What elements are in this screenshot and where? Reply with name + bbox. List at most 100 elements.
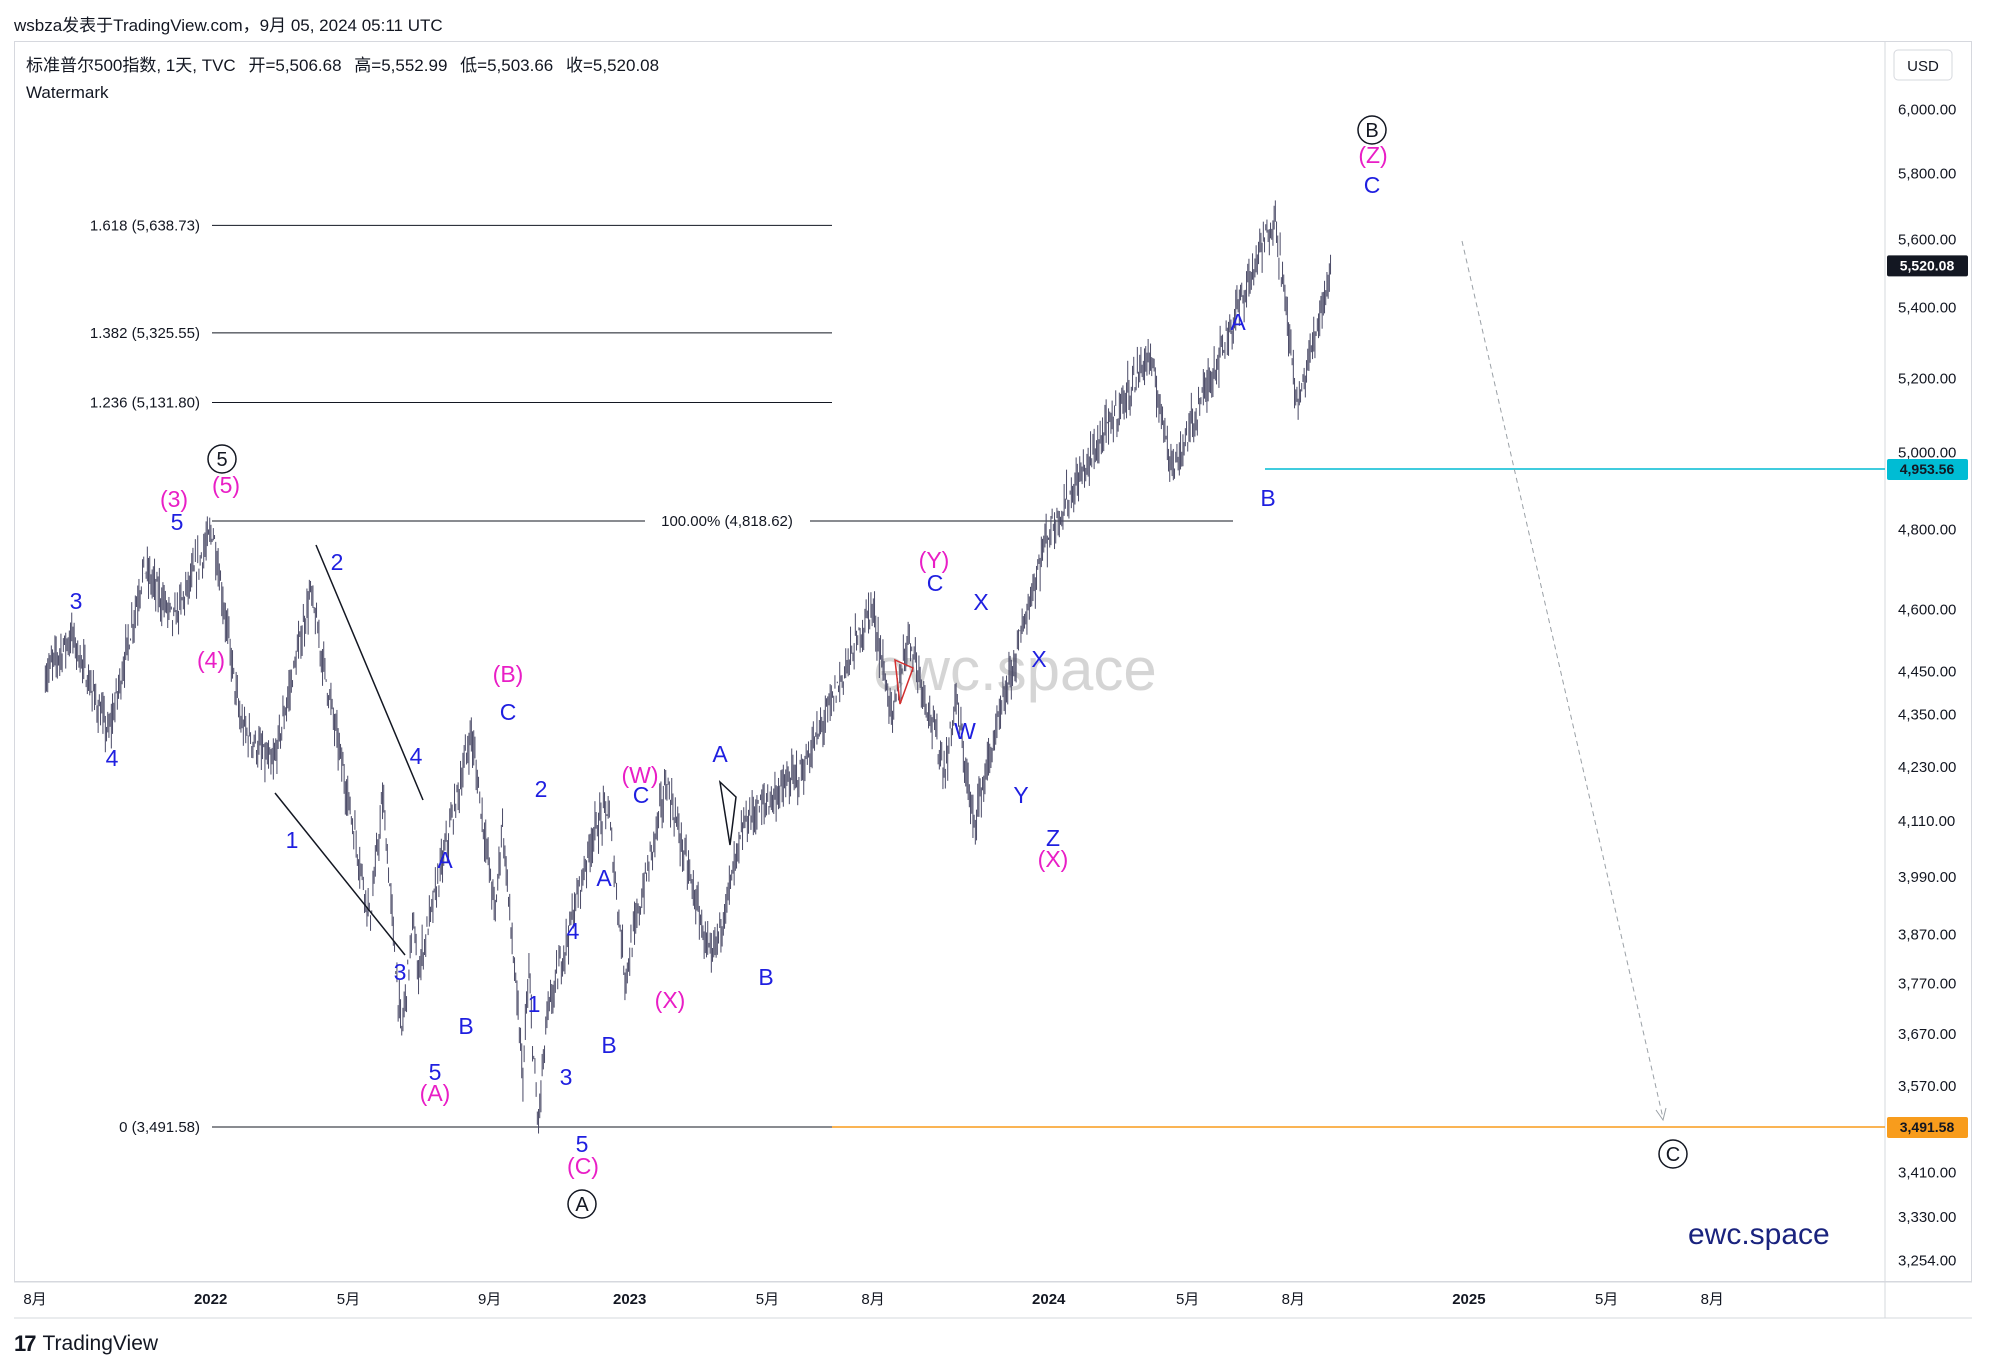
price-tick-label: 3,570.00 [1898,1078,1956,1095]
currency-box[interactable] [1893,49,1953,81]
wedge-upper-line[interactable] [315,544,424,801]
time-tick-label: 8月 [23,1291,46,1308]
wave-circle [207,444,237,474]
price-tick-label: 5,200.00 [1898,371,1956,388]
wave-label-blue: 3 [394,959,407,985]
wave-label-blue: B [458,1013,473,1039]
wave-label-blue: C [927,570,944,596]
tradingview-logo-text: TradingView [42,1332,159,1355]
fib-level-label: 0 (3,491.58) [119,1119,200,1136]
wave-circle [567,1189,597,1219]
legend-watermark-label[interactable]: Watermark [26,83,109,102]
price-badge-text: 5,520.08 [1900,257,1955,273]
wave-label-magenta: (A) [420,1080,451,1106]
fib-retracement[interactable]: 1.618 (5,638.73) 1.382 (5,325.55) 1.236 (5… [90,217,1233,1136]
legend-high: 高=5,552.99 [354,56,448,75]
wave-label-blue: A [712,741,728,767]
time-tick-label: 8月 [1701,1291,1724,1308]
time-tick-label: 9月 [478,1291,501,1308]
time-tick-label: 2023 [613,1291,646,1308]
time-tick-label: 5月 [1595,1291,1618,1308]
wave-label-blue: 5 [171,509,184,535]
price-tick-label: 4,350.00 [1898,706,1956,723]
currency-button[interactable]: USD [1893,49,1953,81]
price-tick-label: 4,230.00 [1898,759,1956,776]
legend-low: 低=5,503.66 [460,56,554,75]
price-badge-text: 4,953.56 [1900,461,1955,477]
wave-label-blue: 4 [567,918,580,944]
fib-level-label: 100.00% (4,818.62) [661,513,793,530]
time-tick-label: 2025 [1452,1291,1485,1308]
wave-label-blue: A [1230,309,1246,335]
wave-label-blue: 2 [331,549,344,575]
price-tick-label: 5,800.00 [1898,165,1956,182]
price-tick-label: 5,600.00 [1898,231,1956,248]
wave-label-text: A [575,1194,589,1216]
price-badge: 5,520.08 [1887,255,1968,277]
wave-label-magenta: (X) [655,987,686,1013]
wave-label-text: B [1365,120,1378,142]
tradingview-logo-icon: 17 [14,1331,37,1356]
price-badge-bg [1887,255,1968,277]
price-badge: 4,953.56 [1887,459,1968,481]
wave-circle [1658,1139,1688,1169]
price-tick-label: 6,000.00 [1898,102,1956,119]
wave-label-blue: 1 [286,827,299,853]
wave-label-magenta: (W) [621,762,658,788]
publisher-header: wsbza发表于TradingView.com，9月 05, 2024 05:1… [14,16,443,35]
wave-label-magenta: (Z) [1358,142,1387,168]
wave-label-blue: 3 [70,588,83,614]
wave-label-blue: A [437,847,453,873]
wave-label-magenta: (Y) [919,547,950,573]
wave-label-blue: 1 [528,991,541,1017]
price-tick-label: 3,670.00 [1898,1026,1956,1043]
price-tick-label: 4,600.00 [1898,601,1956,618]
price-tick-label: 4,800.00 [1898,521,1956,538]
legend-open: 开=5,506.68 [248,56,342,75]
time-tick-label: 5月 [1176,1291,1199,1308]
price-badge-bg [1887,1117,1968,1138]
projection-arrow-head [1655,1107,1667,1122]
time-tick-label: 5月 [756,1291,779,1308]
fib-level-label: 1.382 (5,325.55) [90,325,200,342]
wave-label-circled: 5 [207,444,237,474]
wedge-lower-line[interactable] [274,792,406,956]
wave-label-blue: X [973,589,988,615]
price-badge-text: 3,491.58 [1900,1119,1955,1135]
wave-label-blue: 4 [410,743,423,769]
wave-label-blue: B [601,1032,616,1058]
currency-label: USD [1907,58,1939,75]
wave-label-blue: 5 [429,1059,442,1085]
price-badge-bg [1887,459,1968,481]
price-badge: 3,491.58 [1887,1117,1968,1138]
legend-close: 收=5,520.08 [565,56,660,75]
legend-symbol[interactable]: 标准普尔500指数, 1天, TVC [26,56,236,75]
wave-label-circled: A [567,1189,597,1219]
time-tick-label: 8月 [1282,1291,1305,1308]
chart-legend: 标准普尔500指数, 1天, TVC 开=5,506.68 高=5,552.99… [26,52,659,106]
wave-label-text: 5 [216,449,227,471]
price-bars[interactable] [44,200,1332,1134]
triangle-pattern[interactable] [718,779,737,846]
time-tick-label: 8月 [861,1291,884,1308]
wave-label-blue: C [633,782,650,808]
price-tick-label: 3,990.00 [1898,869,1956,886]
price-tick-label: 5,400.00 [1898,300,1956,317]
price-tick-label: 4,110.00 [1898,813,1955,830]
tradingview-logo[interactable]: 17 TradingView [14,1331,158,1357]
wave-label-text: C [1666,1144,1680,1166]
price-tick-label: 3,770.00 [1898,976,1956,993]
wave-label-blue: B [1260,485,1275,511]
price-tick-label: 3,254.00 [1898,1253,1956,1270]
time-tick-label: 5月 [337,1291,360,1308]
price-tick-label: 4,450.00 [1898,664,1956,681]
price-tick-label: 5,000.00 [1898,444,1956,461]
time-tick-label: 2024 [1032,1291,1066,1308]
fib-level-label: 1.618 (5,638.73) [90,217,200,234]
price-tick-label: 3,330.00 [1898,1209,1956,1226]
price-tick-label: 3,870.00 [1898,926,1956,943]
triangle-pattern[interactable] [894,658,914,705]
wave-label-magenta: (5) [212,472,240,498]
projection-arrow[interactable] [1461,240,1664,1119]
